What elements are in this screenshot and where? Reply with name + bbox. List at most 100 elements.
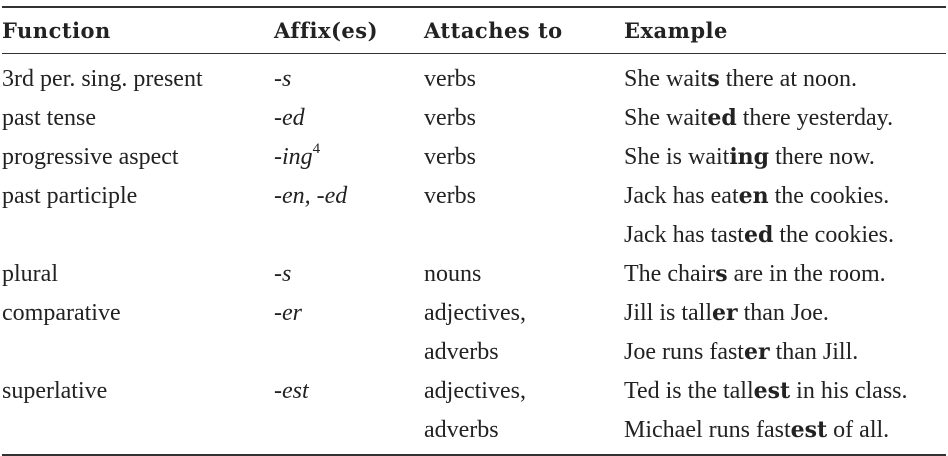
attaches-to-cell: verbs bbox=[424, 99, 624, 138]
example-affix-bold: er bbox=[712, 300, 738, 326]
example-affix-bold: s bbox=[715, 261, 728, 287]
attaches-to-cell: verbs bbox=[424, 177, 624, 255]
table-row: comparative -er adjectives, adverbs Jill is … bbox=[2, 294, 946, 372]
example-post: the cookies. bbox=[773, 222, 894, 248]
example-affix-bold: s bbox=[707, 66, 720, 92]
affix-cell: -ing4 bbox=[274, 138, 424, 177]
attaches-to-line: adverbs bbox=[424, 339, 499, 365]
table-row: past tense -ed verbs She waited there yeste… bbox=[2, 99, 946, 138]
example-sentence: Jill is taller than Joe. bbox=[624, 294, 946, 333]
example-affix-bold: ed bbox=[743, 222, 774, 248]
example-cell: Jack has eaten the cookies. Jack has tast… bbox=[624, 177, 946, 255]
attaches-to-line: nouns bbox=[424, 261, 482, 287]
affix-text: -er bbox=[274, 300, 302, 326]
affix-cell: -est bbox=[274, 372, 424, 454]
example-pre: Joe runs fast bbox=[624, 339, 744, 365]
affix-cell: -ed bbox=[274, 99, 424, 138]
example-pre: Jack has tast bbox=[624, 222, 744, 248]
example-sentence: She waits there at noon. bbox=[624, 60, 946, 99]
example-sentence: Michael runs fastest of all. bbox=[624, 411, 946, 450]
attaches-to-line: verbs bbox=[424, 66, 476, 92]
example-cell: She is waiting there now. bbox=[624, 138, 946, 177]
function-cell: past tense bbox=[2, 105, 96, 131]
header-affix: Affix(es) bbox=[274, 8, 424, 54]
attaches-to-cell: adjectives, adverbs bbox=[424, 294, 624, 372]
example-pre: Jack has eat bbox=[624, 183, 739, 209]
function-cell: plural bbox=[2, 261, 58, 287]
function-cell: comparative bbox=[2, 300, 121, 326]
affix-cell: -s bbox=[274, 54, 424, 100]
function-cell: 3rd per. sing. present bbox=[2, 66, 203, 92]
example-sentence: Jack has tasted the cookies. bbox=[624, 216, 946, 255]
example-sentence: She waited there yesterday. bbox=[624, 99, 946, 138]
example-affix-bold: est bbox=[790, 417, 828, 443]
attaches-to-cell: verbs bbox=[424, 54, 624, 100]
example-post: than Joe. bbox=[737, 300, 829, 326]
attaches-to-line: adverbs bbox=[424, 417, 499, 443]
affix-text: -ing bbox=[274, 144, 313, 170]
example-cell: She waited there yesterday. bbox=[624, 99, 946, 138]
example-affix-bold: er bbox=[743, 339, 770, 365]
example-pre: Michael runs fast bbox=[624, 417, 791, 443]
header-row: Function Affix(es) Attaches to Example bbox=[2, 8, 946, 54]
attaches-to-line: verbs bbox=[424, 183, 476, 209]
header-example: Example bbox=[624, 8, 946, 54]
affix-text: -s bbox=[274, 261, 292, 287]
attaches-to-line: verbs bbox=[424, 144, 476, 170]
example-pre: She wait bbox=[624, 66, 708, 92]
affix-cell: -en, -ed bbox=[274, 177, 424, 255]
affix-text: -en, -ed bbox=[274, 183, 348, 209]
example-post: there at noon. bbox=[719, 66, 858, 92]
example-post: there now. bbox=[769, 144, 875, 170]
attaches-to-cell: adjectives, adverbs bbox=[424, 372, 624, 454]
affix-text: -s bbox=[274, 66, 292, 92]
example-sentence: Ted is the tallest in his class. bbox=[624, 372, 946, 411]
example-pre: She wait bbox=[624, 105, 708, 131]
affix-table-container: Function Affix(es) Attaches to Example 3… bbox=[2, 6, 946, 456]
table-row: 3rd per. sing. present -s verbs She waits t… bbox=[2, 54, 946, 100]
example-sentence: She is waiting there now. bbox=[624, 138, 946, 177]
example-cell: The chairs are in the room. bbox=[624, 255, 946, 294]
example-pre: The chair bbox=[624, 261, 716, 287]
example-affix-bold: en bbox=[738, 183, 769, 209]
attaches-to-line: adjectives, bbox=[424, 378, 526, 404]
footnote-marker: 4 bbox=[312, 141, 321, 157]
example-post: in his class. bbox=[790, 378, 908, 404]
example-sentence: The chairs are in the room. bbox=[624, 255, 946, 294]
example-pre: Jill is tall bbox=[624, 300, 713, 326]
affix-text: -ed bbox=[274, 105, 305, 131]
example-pre: She is wait bbox=[624, 144, 730, 170]
header-attaches-to: Attaches to bbox=[424, 8, 624, 54]
example-sentence: Joe runs faster than Jill. bbox=[624, 333, 946, 372]
function-cell: past participle bbox=[2, 183, 138, 209]
table-row: progressive aspect -ing4 verbs She is waiti… bbox=[2, 138, 946, 177]
example-post: are in the room. bbox=[727, 261, 886, 287]
affix-text: -est bbox=[274, 378, 309, 404]
table-row: plural -s nouns The chairs are in the room. bbox=[2, 255, 946, 294]
example-affix-bold: ing bbox=[729, 144, 770, 170]
example-sentence: Jack has eaten the cookies. bbox=[624, 177, 946, 216]
attaches-to-cell: nouns bbox=[424, 255, 624, 294]
affix-cell: -s bbox=[274, 255, 424, 294]
table-body: 3rd per. sing. present -s verbs She waits t… bbox=[2, 54, 946, 455]
example-post: the cookies. bbox=[768, 183, 890, 209]
example-pre: Ted is the tall bbox=[624, 378, 754, 404]
example-post: there yesterday. bbox=[736, 105, 894, 131]
function-cell: progressive aspect bbox=[2, 144, 179, 170]
example-post: than Jill. bbox=[769, 339, 859, 365]
attaches-to-line: adjectives, bbox=[424, 300, 526, 326]
example-cell: Ted is the tallest in his class. Michael … bbox=[624, 372, 946, 454]
example-affix-bold: est bbox=[753, 378, 791, 404]
header-function: Function bbox=[2, 8, 274, 54]
function-cell: superlative bbox=[2, 378, 108, 404]
example-post: of all. bbox=[827, 417, 890, 443]
attaches-to-line: verbs bbox=[424, 105, 476, 131]
table-row: superlative -est adjectives, adverbs Ted is … bbox=[2, 372, 946, 454]
example-cell: She waits there at noon. bbox=[624, 54, 946, 100]
example-cell: Jill is taller than Joe. Joe runs faster … bbox=[624, 294, 946, 372]
attaches-to-cell: verbs bbox=[424, 138, 624, 177]
table-header: Function Affix(es) Attaches to Example bbox=[2, 8, 946, 54]
table-row: past participle -en, -ed verbs Jack has eat… bbox=[2, 177, 946, 255]
example-affix-bold: ed bbox=[707, 105, 737, 131]
affix-table: Function Affix(es) Attaches to Example 3… bbox=[2, 8, 946, 454]
